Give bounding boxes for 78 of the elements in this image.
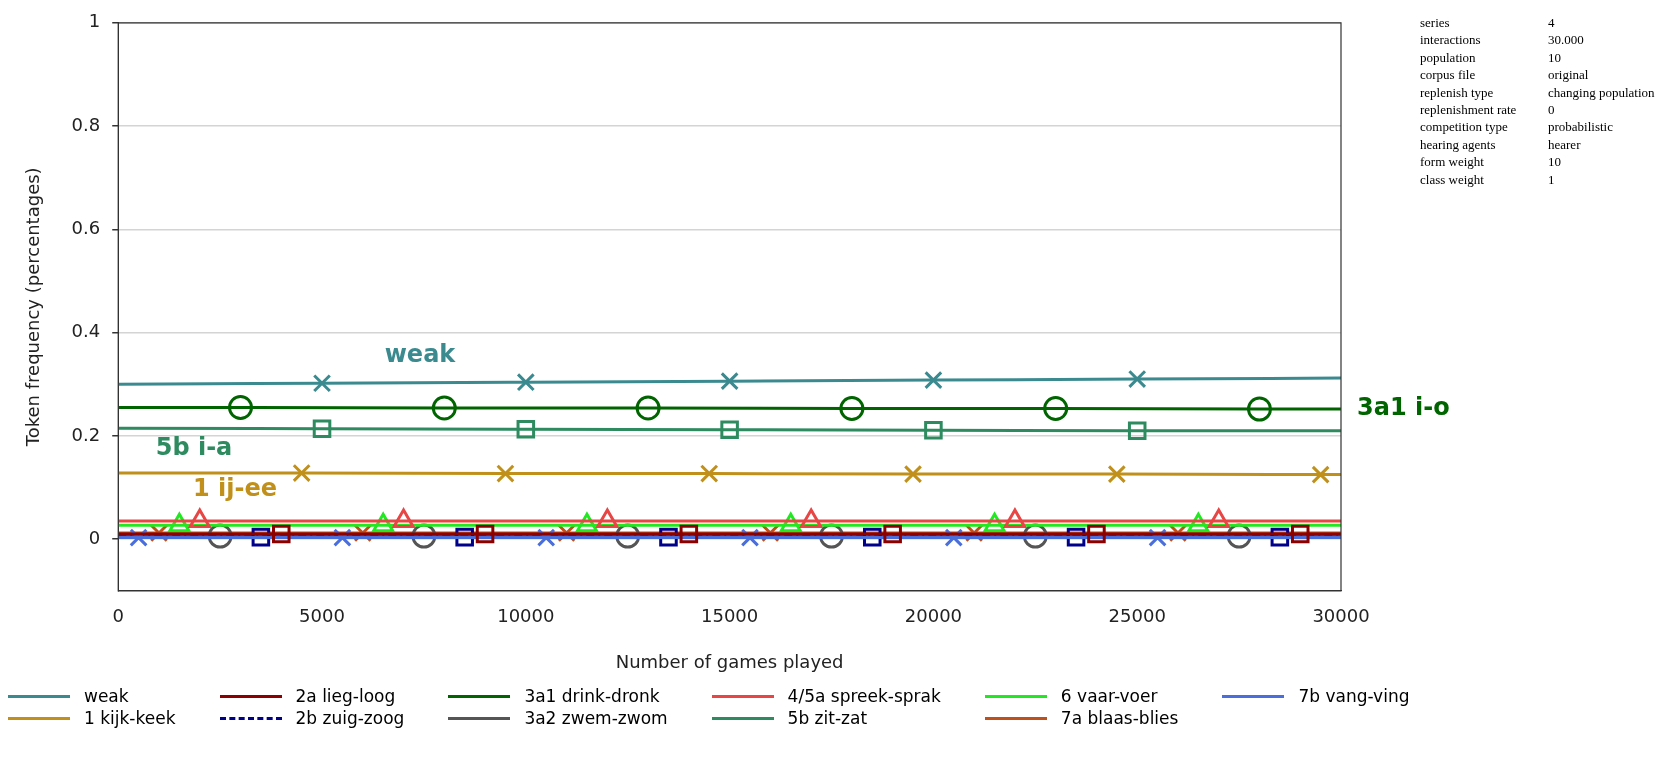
- point: [312, 373, 332, 393]
- point: [1246, 396, 1272, 422]
- x-tick-label: 5000: [299, 605, 345, 627]
- text: form weight: [1420, 153, 1485, 171]
- x-tick-label: 25000: [1108, 605, 1166, 627]
- text: 4: [1548, 14, 1556, 32]
- point: [1087, 524, 1106, 544]
- text: changing population: [1548, 83, 1655, 102]
- x-tick-label: 15000: [700, 605, 759, 627]
- legend-label: 7b vang-ving: [1298, 686, 1410, 706]
- point: [271, 524, 291, 544]
- annotation: 1 ij-ee: [192, 474, 278, 502]
- text: 0: [1548, 101, 1556, 119]
- point: [1127, 369, 1147, 389]
- point: [720, 371, 739, 391]
- x-tick-label: 10000: [497, 605, 555, 627]
- annotation: weak: [384, 340, 456, 368]
- x-axis-title: Number of games played: [615, 650, 844, 672]
- text: original: [1548, 66, 1590, 84]
- point: [1311, 465, 1330, 484]
- text: 1: [1548, 170, 1556, 189]
- text: population: [1420, 48, 1477, 67]
- legend-label: 2a lieg-loog: [295, 686, 396, 706]
- legend-label: 3a1 drink-dronk: [524, 686, 660, 706]
- point: [839, 396, 865, 422]
- legend-label: weak: [84, 686, 129, 706]
- y-tick-label: 1: [88, 10, 101, 32]
- legend-label: 5b zit-zat: [787, 708, 868, 728]
- annotation: 3a1 i-o: [1357, 393, 1450, 422]
- y-tick-label: 0: [88, 526, 101, 548]
- legend-label: 2b zuig-zoog: [295, 708, 405, 728]
- point: [1290, 524, 1310, 544]
- y-axis-title: Token frequency (percentages): [22, 167, 44, 448]
- point: [720, 420, 739, 439]
- text: replenishment rate: [1420, 101, 1518, 119]
- y-tick-label: 0.8: [71, 113, 101, 135]
- point: [312, 419, 332, 438]
- text: probabilistic: [1548, 118, 1614, 136]
- point: [1107, 464, 1127, 484]
- point: [431, 395, 457, 421]
- text: replenish type: [1420, 83, 1495, 102]
- point: [516, 372, 536, 392]
- point: [496, 464, 515, 483]
- text: 30.000: [1548, 31, 1585, 49]
- legend-label: 1 kijk-keek: [84, 708, 176, 728]
- text: interactions: [1420, 31, 1482, 49]
- y-tick-label: 0.4: [71, 320, 101, 342]
- text: corpus file: [1420, 66, 1477, 84]
- legend-label: 6 vaar-voer: [1060, 686, 1158, 706]
- point: [679, 524, 699, 544]
- text: competition type: [1420, 118, 1509, 136]
- point: [924, 420, 943, 440]
- x-tick-label: 0: [112, 605, 124, 627]
- legend-label: 7a blaas-blies: [1060, 708, 1179, 728]
- text: 10: [1548, 48, 1562, 67]
- point: [699, 464, 719, 483]
- point: [1127, 421, 1147, 441]
- point: [883, 524, 902, 544]
- point: [635, 395, 661, 421]
- point: [1043, 396, 1069, 422]
- point: [924, 370, 943, 390]
- point: [903, 464, 923, 484]
- x-tick-label: 20000: [904, 605, 963, 627]
- y-tick-label: 0.2: [71, 423, 101, 445]
- text: series: [1420, 14, 1451, 32]
- text: class weight: [1420, 170, 1485, 189]
- text: hearing agents: [1420, 135, 1497, 154]
- annotation: 5b i-a: [155, 433, 233, 461]
- x-tick-label: 30000: [1312, 605, 1370, 627]
- y-tick-label: 0.6: [71, 217, 101, 239]
- text: 10: [1548, 153, 1562, 171]
- point: [475, 524, 495, 544]
- text: hearer: [1548, 135, 1582, 154]
- legend-label: 4/5a spreek-sprak: [787, 686, 941, 706]
- point: [516, 419, 536, 439]
- point: [292, 463, 311, 483]
- legend-label: 3a2 zwem-zwom: [524, 708, 668, 728]
- point: [228, 394, 253, 420]
